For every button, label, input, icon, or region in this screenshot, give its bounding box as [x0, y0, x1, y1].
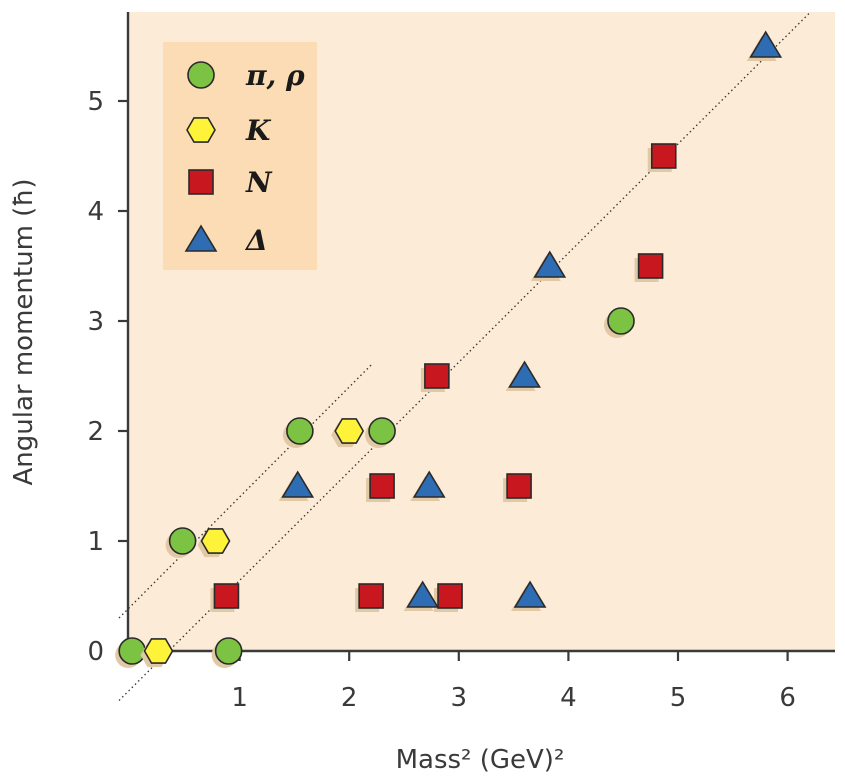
y-ticks: 0 1 2 3 4 5	[87, 87, 128, 667]
data-point-triangle	[530, 250, 567, 281]
y-tick-label: 2	[87, 417, 104, 447]
data-point-triangle	[403, 580, 440, 611]
y-axis-title: Angular momentum (ħ)	[9, 178, 39, 485]
data-point-square	[355, 583, 384, 612]
legend-entry-k: K	[186, 114, 272, 147]
legend-marker-circle	[187, 61, 215, 89]
trend-line-1	[118, 364, 372, 619]
data-point-hexagon	[331, 418, 365, 448]
legend-label: π, ρ	[245, 59, 305, 92]
data-points	[115, 30, 783, 668]
data-point-square	[503, 473, 532, 502]
legend-label: K	[245, 114, 272, 147]
data-point-square	[210, 583, 240, 612]
data-point-square	[366, 473, 395, 502]
y-tick-label: 1	[87, 527, 104, 557]
data-point-hexagon	[140, 638, 174, 668]
data-point-hexagon	[197, 528, 231, 558]
data-point-circle	[115, 637, 146, 668]
legend-label: N	[245, 166, 273, 199]
y-tick-label: 4	[87, 197, 104, 227]
data-point-triangle	[505, 360, 541, 391]
legend-marker-hexagon	[186, 117, 216, 143]
x-tick-label: 3	[451, 683, 468, 713]
legend-marker-triangle	[184, 224, 218, 252]
data-point-triangle	[410, 470, 446, 501]
y-tick-label: 3	[87, 307, 104, 337]
data-point-circle	[365, 417, 396, 448]
x-ticks: 1 2 3 4 5 6	[231, 651, 796, 713]
data-point-square	[634, 253, 664, 282]
data-point-circle	[211, 637, 243, 668]
x-tick-label: 4	[560, 683, 577, 713]
legend-label: Δ	[244, 224, 268, 257]
data-point-circle	[282, 417, 314, 448]
x-tick-label: 1	[231, 683, 248, 713]
data-point-square	[420, 363, 450, 392]
series-k	[140, 418, 365, 668]
x-tick-label: 2	[341, 683, 358, 713]
data-point-circle	[165, 527, 197, 558]
y-tick-label: 5	[87, 87, 104, 117]
data-point-square	[647, 143, 677, 172]
data-point-square	[434, 583, 463, 612]
legend-marker-square	[188, 169, 214, 195]
x-tick-label: 5	[670, 683, 687, 713]
data-point-circle	[604, 307, 635, 338]
series-series	[278, 30, 783, 611]
axes	[126, 12, 835, 653]
data-point-triangle	[746, 30, 783, 61]
y-tick-label: 0	[87, 637, 104, 667]
data-point-triangle	[278, 470, 315, 501]
data-point-triangle	[511, 580, 547, 611]
series-n	[210, 143, 677, 612]
x-tick-label: 6	[779, 683, 796, 713]
legend-entry-n: N	[188, 166, 273, 199]
legend-entry-series: Δ	[184, 224, 268, 257]
legend: π, ρ KNΔ	[163, 42, 317, 270]
legend-entry-series: π, ρ	[187, 59, 305, 92]
series-series	[115, 307, 635, 668]
x-axis-title: Mass² (GeV)²	[396, 745, 565, 775]
